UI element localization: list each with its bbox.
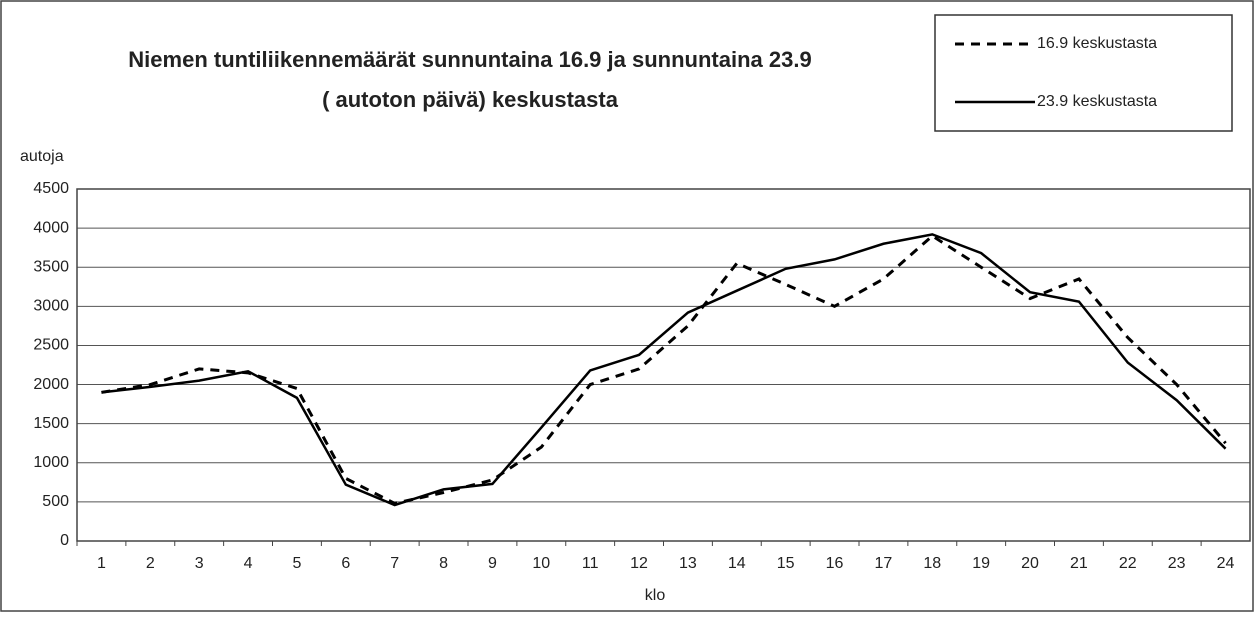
y-tick-label: 0 xyxy=(60,532,69,549)
x-axis-label: klo xyxy=(645,587,666,604)
y-tick-label: 1500 xyxy=(33,415,69,432)
x-tick-label: 13 xyxy=(679,555,697,572)
legend xyxy=(934,14,1233,132)
y-tick-label: 3500 xyxy=(33,258,69,275)
x-tick-label: 8 xyxy=(439,555,448,572)
x-tick-label: 16 xyxy=(826,555,844,572)
y-tick-label: 500 xyxy=(42,493,69,510)
x-tick-label: 10 xyxy=(532,555,550,572)
y-tick-label: 1000 xyxy=(33,454,69,471)
x-tick-label: 4 xyxy=(244,555,253,572)
x-tick-label: 22 xyxy=(1119,555,1137,572)
x-tick-label: 9 xyxy=(488,555,497,572)
x-tick-label: 21 xyxy=(1070,555,1088,572)
y-tick-label: 4000 xyxy=(33,219,69,236)
y-tick-label: 4500 xyxy=(33,180,69,197)
series-line xyxy=(101,234,1227,506)
y-tick-label: 2500 xyxy=(33,337,69,354)
x-tick-label: 23 xyxy=(1168,555,1186,572)
plot-area xyxy=(76,188,1251,542)
legend-label: 16.9 keskustasta xyxy=(1037,35,1157,52)
y-tick-label: 3000 xyxy=(33,298,69,315)
x-tick-label: 6 xyxy=(341,555,350,572)
x-tick-label: 19 xyxy=(972,555,990,572)
y-tick-label: 2000 xyxy=(33,376,69,393)
x-tick-label: 12 xyxy=(630,555,648,572)
x-tick-label: 3 xyxy=(195,555,204,572)
x-tick-label: 18 xyxy=(923,555,941,572)
x-tick-label: 5 xyxy=(292,555,301,572)
x-tick-label: 24 xyxy=(1217,555,1235,572)
chart-title: ( autoton päivä) keskustasta xyxy=(322,87,619,112)
x-tick-label: 15 xyxy=(777,555,795,572)
y-axis-label: autoja xyxy=(20,148,64,165)
series-line xyxy=(101,233,1227,507)
x-tick-label: 14 xyxy=(728,555,746,572)
x-tick-label: 1 xyxy=(97,555,106,572)
legend-label: 23.9 keskustasta xyxy=(1037,93,1157,110)
x-tick-label: 11 xyxy=(582,555,599,572)
x-tick-label: 2 xyxy=(146,555,155,572)
x-tick-label: 20 xyxy=(1021,555,1039,572)
x-tick-label: 17 xyxy=(875,555,893,572)
chart-title: Niemen tuntiliikennemäärät sunnuntaina 1… xyxy=(128,47,811,72)
x-tick-label: 7 xyxy=(390,555,399,572)
